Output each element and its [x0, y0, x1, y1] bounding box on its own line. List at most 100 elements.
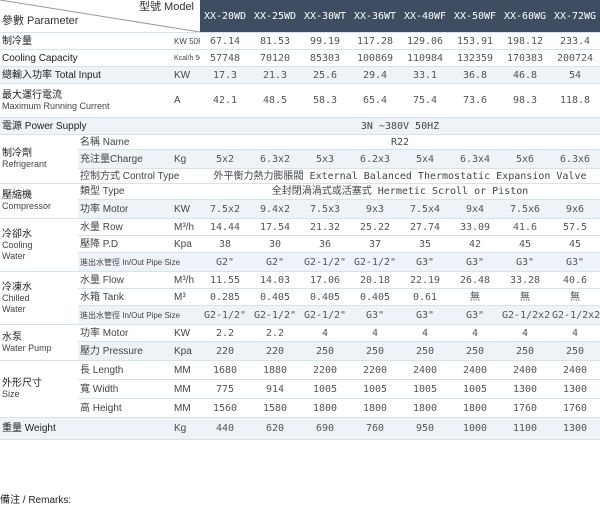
refrigerant-name-unit	[172, 134, 201, 150]
cell: 250	[400, 341, 451, 361]
compressor-type-label: 類型 Type	[78, 183, 172, 200]
cell: 1880	[250, 360, 301, 380]
cell: 36	[300, 235, 351, 253]
cell: 17.06	[300, 271, 351, 289]
cooling-water-pd-row: 壓降 P.D Kpa 38 30 36 37 35 42 45 45	[0, 235, 600, 253]
refrigerant-label-zh: 制冷劑	[2, 148, 32, 159]
cell: 1760	[500, 398, 551, 418]
model-header: XX-60WG	[500, 0, 551, 33]
cell: 57.5	[550, 218, 600, 236]
size-length-label: 長 Length	[78, 360, 172, 380]
cell: 67.14	[200, 32, 251, 50]
cell: 1580	[250, 398, 301, 418]
cell: G2-1/2"	[300, 252, 351, 272]
cooling-capacity-label-en: Cooling Capacity	[0, 49, 172, 67]
cell: 760	[350, 417, 401, 440]
refrigerant-name-value: R22	[200, 134, 600, 150]
cell: 690	[300, 417, 351, 440]
size-width-row: 寬 Width MM 775 914 1005 1005 1005 1005 1…	[0, 379, 600, 399]
cell: 5x3	[300, 149, 351, 169]
cell: 11.55	[200, 271, 251, 289]
cell: 36.8	[450, 66, 501, 84]
cell: 4	[450, 324, 501, 342]
size-label: 外形尺寸 Size	[0, 360, 78, 418]
cell: 950	[400, 417, 451, 440]
size-label-zh: 外形尺寸	[2, 378, 42, 389]
cell: G3"	[500, 252, 551, 272]
cooling-capacity-unit-kw: KW 50HZ	[172, 32, 201, 50]
cell: 1005	[450, 379, 501, 399]
cooling-water-label-en2: Water	[2, 250, 26, 261]
cell: 4	[400, 324, 451, 342]
weight-row: 重量 Weight Kg 440 620 690 760 950 1000 11…	[0, 417, 600, 440]
cell: 2400	[500, 360, 551, 380]
cell: 6.3x6	[550, 149, 600, 169]
cell: G2-1/2"	[200, 305, 251, 325]
water-pump-label: 水泵 Water Pump	[0, 324, 78, 361]
header-row: 參數 Parameter 型號 Model XX-20WD XX-25WD XX…	[0, 0, 600, 33]
cell: 35	[400, 235, 451, 253]
refrigerant-control-row: 控制方式 Control Type 外平衡力熱力膨脹閥 External Bal…	[0, 168, 600, 184]
cell: 99.19	[300, 32, 351, 50]
cell: 25.22	[350, 218, 401, 236]
cell: 7.5x3	[300, 199, 351, 219]
cell: 29.4	[350, 66, 401, 84]
cell: 2400	[450, 360, 501, 380]
cell: G3"	[400, 252, 451, 272]
chilled-water-flow-unit: M³/h	[172, 271, 201, 289]
cell: 110984	[400, 49, 451, 67]
cell: 85303	[300, 49, 351, 67]
cell: G3"	[350, 305, 401, 325]
cell: 4	[300, 324, 351, 342]
max-current-row: 最大運行電流 Maximum Running Current A 42.1 48…	[0, 83, 600, 118]
cell: 33.28	[500, 271, 551, 289]
size-width-unit: MM	[172, 379, 201, 399]
chilled-water-tank-row: 水箱 Tank M³ 0.285 0.405 0.405 0.405 0.61 …	[0, 288, 600, 306]
cell: 40.6	[550, 271, 600, 289]
cell: 250	[300, 341, 351, 361]
cooling-capacity-unit-kcal: Kcal/h 50HZ	[172, 49, 201, 67]
cell: 9.4x2	[250, 199, 301, 219]
cooling-water-flow-unit: M³/h	[172, 218, 201, 236]
cell: 2.2	[200, 324, 251, 342]
cell: 1100	[500, 417, 551, 440]
total-input-unit: KW	[172, 66, 201, 84]
cell: 22.19	[400, 271, 451, 289]
cooling-water-pipe-row: 進出水管徑 In/Out Pipe Size G2" G2" G2-1/2" G…	[0, 252, 600, 272]
total-input-label: 總輸入功率 Total Input	[0, 66, 172, 84]
compressor-motor-row: 功率 Motor KW 7.5x2 9.4x2 7.5x3 9x3 7.5x4 …	[0, 199, 600, 219]
cell: 37	[350, 235, 401, 253]
cell: 9x6	[550, 199, 600, 219]
refrigerant-label-en: Refrigerant	[2, 159, 47, 169]
cell: 132359	[450, 49, 501, 67]
cell: 250	[550, 341, 600, 361]
chilled-water-flow-row: 冷凍水 Chilled Water 水量 Flow M³/h 11.55 14.…	[0, 271, 600, 325]
cell: 220	[200, 341, 251, 361]
cooling-water-pd-unit: Kpa	[172, 235, 201, 253]
cell: 75.4	[400, 83, 451, 118]
cooling-capacity-kcal-row: Cooling Capacity Kcal/h 50HZ 57748 70120…	[0, 49, 600, 67]
cell: G3"	[550, 252, 600, 272]
cell: 2400	[550, 360, 600, 380]
cell: 9x3	[350, 199, 401, 219]
cooling-water-label-en1: Cooling	[2, 239, 33, 250]
water-pump-motor-row: 水泵 Water Pump 功率 Motor KW 2.2 2.2 4 4 4 …	[0, 324, 600, 361]
max-current-label: 最大運行電流 Maximum Running Current	[0, 83, 172, 118]
cell: G2-1/2"	[300, 305, 351, 325]
model-label: 型號 Model	[138, 1, 195, 13]
size-height-row: 高 Height MM 1560 1580 1800 1800 1800 180…	[0, 398, 600, 418]
compressor-label-zh: 壓縮機	[2, 190, 32, 201]
cell: 2.2	[250, 324, 301, 342]
power-supply-value: 3N ~380V 50HZ	[200, 117, 600, 135]
diagonal-divider	[0, 0, 201, 32]
chilled-water-flow-label: 水量 Flow	[78, 271, 172, 289]
compressor-label: 壓縮機 Compressor	[0, 183, 78, 219]
cell: 1005	[400, 379, 451, 399]
cell: 21.3	[250, 66, 301, 84]
cell: 42.1	[200, 83, 251, 118]
cooling-water-label: 冷卻水 Cooling Water	[0, 218, 78, 272]
water-pump-motor-unit: KW	[172, 324, 201, 342]
cell: 65.4	[350, 83, 401, 118]
cell: G2"	[200, 252, 251, 272]
cell: 620	[250, 417, 301, 440]
